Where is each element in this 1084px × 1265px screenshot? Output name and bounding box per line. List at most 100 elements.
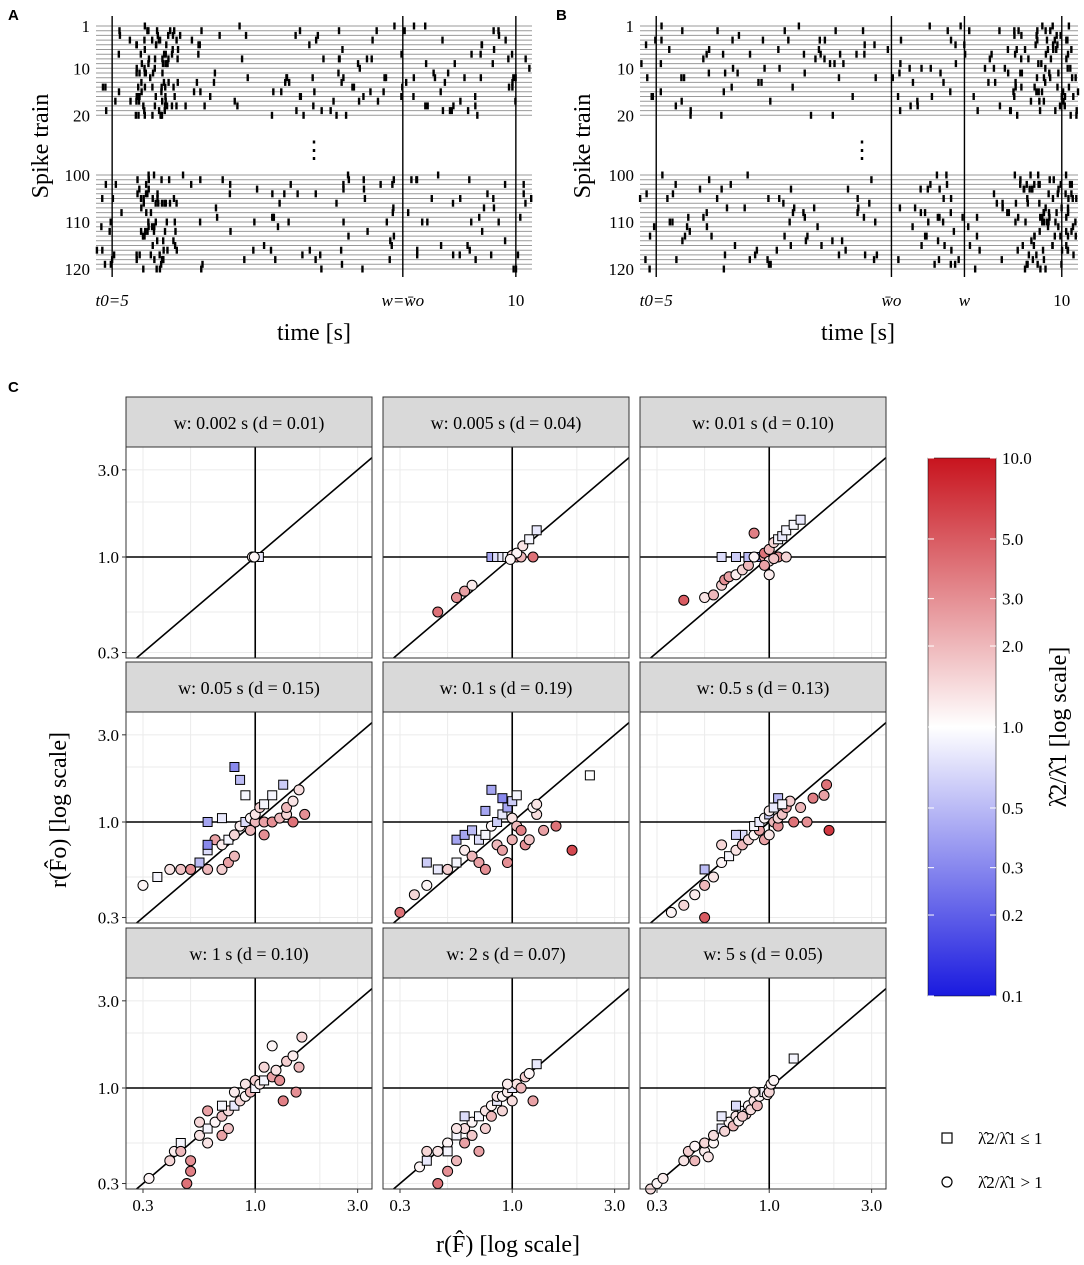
data-point-square xyxy=(259,799,270,810)
spike-mark xyxy=(448,107,452,115)
spike-mark xyxy=(164,60,167,68)
spike-mark xyxy=(648,232,652,240)
legend-circle-icon xyxy=(941,1176,953,1188)
spike-mark xyxy=(298,27,302,35)
spike-mark xyxy=(943,242,946,249)
spike-mark xyxy=(1048,176,1051,184)
spike-mark xyxy=(680,97,683,105)
spike-mark xyxy=(874,74,877,82)
spike-mark xyxy=(143,111,146,119)
spike-mark xyxy=(1074,232,1077,240)
spike-mark xyxy=(474,102,477,110)
spike-mark xyxy=(1027,251,1031,259)
spike-mark xyxy=(1006,46,1010,53)
spike-mark xyxy=(681,27,684,35)
spike-mark xyxy=(660,36,663,44)
spike-mark xyxy=(406,209,410,217)
spike-mark xyxy=(1042,209,1045,217)
spike-mark xyxy=(151,69,155,77)
data-point-square xyxy=(473,1111,484,1122)
data-point-square xyxy=(442,1146,453,1157)
spike-mark xyxy=(153,55,157,63)
spike-mark xyxy=(1056,41,1059,49)
spike-mark xyxy=(340,78,343,86)
spike-mark xyxy=(136,93,140,100)
spike-mark xyxy=(529,195,533,202)
spike-mark xyxy=(441,36,444,44)
spike-mark xyxy=(870,176,873,184)
data-point-circle xyxy=(707,1129,719,1141)
spike-mark xyxy=(746,171,749,179)
spike-mark xyxy=(390,242,393,249)
spike-mark xyxy=(1029,97,1033,105)
spike-mark xyxy=(301,251,304,259)
facet-border xyxy=(639,446,887,659)
spike-mark xyxy=(1035,251,1038,259)
spike-mark xyxy=(426,102,429,110)
spike-mark xyxy=(899,60,902,68)
spike-mark xyxy=(144,180,148,188)
spike-mark xyxy=(942,78,945,86)
spike-mark xyxy=(453,60,456,68)
spike-mark xyxy=(775,246,779,254)
spike-mark xyxy=(1052,46,1055,53)
data-point-circle xyxy=(768,553,780,565)
spike-mark xyxy=(272,88,275,96)
spike-mark xyxy=(1048,74,1052,82)
spike-mark xyxy=(861,27,865,35)
data-point-circle xyxy=(228,1086,240,1098)
data-point-square xyxy=(716,1111,727,1122)
spike-mark xyxy=(468,176,471,184)
data-point-circle xyxy=(287,795,299,807)
spike-mark xyxy=(668,46,671,53)
spike-mark xyxy=(109,260,113,268)
spike-mark xyxy=(412,74,416,82)
spike-mark xyxy=(452,102,455,110)
spike-mark xyxy=(1052,176,1055,184)
spike-mark xyxy=(1020,69,1024,77)
data-point-circle xyxy=(763,569,775,581)
spike-mark xyxy=(1049,27,1052,35)
data-point-circle xyxy=(707,589,719,601)
spike-mark xyxy=(362,93,365,100)
raster-x-tick-label: w xyxy=(959,291,971,310)
spike-mark xyxy=(470,50,473,58)
spike-mark xyxy=(466,242,469,249)
spike-mark xyxy=(1053,36,1057,44)
facet-title: w: 0.1 s (d = 0.19) xyxy=(440,678,573,699)
spike-mark xyxy=(400,93,403,100)
facet-9: w: 5 s (d = 0.05) 0.3 1.0 3.0 xyxy=(639,927,887,1215)
spike-mark xyxy=(161,69,164,77)
data-point-square xyxy=(451,857,462,868)
data-point-circle xyxy=(821,779,833,791)
identity-line xyxy=(650,721,887,924)
data-point-circle xyxy=(702,1151,714,1163)
data-point-square xyxy=(497,809,508,820)
spike-mark xyxy=(644,41,648,49)
spike-mark xyxy=(863,50,866,58)
spike-mark xyxy=(916,97,919,105)
spike-mark xyxy=(302,111,305,119)
spike-mark xyxy=(1058,102,1062,110)
spike-mark xyxy=(1062,97,1065,105)
spike-mark xyxy=(1023,265,1027,273)
data-point-circle xyxy=(501,857,513,869)
raster-x-tick-label: t0=5 xyxy=(640,291,673,310)
spike-mark xyxy=(778,64,781,72)
spike-mark xyxy=(165,41,168,49)
spike-mark xyxy=(675,256,678,264)
spike-mark xyxy=(269,246,273,254)
data-point-square xyxy=(795,514,806,525)
raster-x-tick-label: w̄o xyxy=(882,291,902,310)
spike-mark xyxy=(497,31,501,39)
spike-mark xyxy=(1051,195,1055,202)
data-point-circle xyxy=(657,1172,669,1184)
spike-mark xyxy=(685,223,689,231)
spike-mark xyxy=(1006,209,1009,217)
spike-mark xyxy=(992,190,996,198)
spike-mark xyxy=(228,180,232,188)
spike-mark xyxy=(342,185,345,193)
spike-mark xyxy=(1038,227,1041,235)
spike-mark xyxy=(410,176,413,184)
